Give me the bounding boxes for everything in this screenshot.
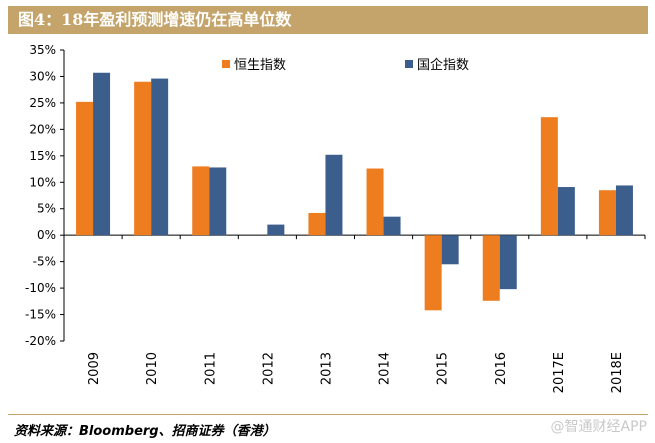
bar-hsi-2015 xyxy=(424,235,442,311)
y-tick-label: -20% xyxy=(25,334,56,348)
y-tick-label: 20% xyxy=(29,122,56,136)
x-tick-label: 2012 xyxy=(261,352,276,385)
y-tick-label: 15% xyxy=(29,149,56,163)
chart-title: 图4：18年盈利预测增速仍在高单位数 xyxy=(8,6,648,34)
y-tick-label: 10% xyxy=(29,175,56,189)
bar-hscei-2010 xyxy=(151,78,169,236)
watermark: @智通财经APP xyxy=(550,419,647,435)
bar-hsi-2016 xyxy=(482,235,500,301)
source-note: 资料来源：Bloomberg、招商证券（香港） xyxy=(14,424,276,439)
bar-hscei-2017E xyxy=(557,187,575,236)
legend: 恒生指数 国企指数 xyxy=(222,57,469,73)
bar-hscei-2012 xyxy=(267,224,285,236)
bar-hsi-2013 xyxy=(308,212,326,236)
bar-hsi-2009 xyxy=(76,101,94,236)
legend-label: 恒生指数 xyxy=(234,58,286,73)
x-tick-label: 2017E xyxy=(552,352,567,393)
x-tick-label: 2013 xyxy=(319,352,334,385)
y-tick-label: -15% xyxy=(25,308,56,322)
bar-hscei-2016 xyxy=(499,235,517,290)
x-tick-label: 2018E xyxy=(610,352,625,393)
bar-hscei-2015 xyxy=(441,235,459,265)
legend-swatch xyxy=(405,60,413,68)
bar-hsi-2017E xyxy=(540,117,558,236)
y-tick-label: 35% xyxy=(29,43,56,57)
bar-hscei-2014 xyxy=(383,216,401,236)
y-tick-label: 0% xyxy=(37,228,56,242)
x-tick-label: 2010 xyxy=(145,352,160,385)
x-tick-label: 2009 xyxy=(87,352,102,385)
x-tick-label: 2011 xyxy=(203,352,218,385)
bar-hsi-2011 xyxy=(192,166,210,236)
legend-swatch xyxy=(222,60,230,68)
bar-hsi-2010 xyxy=(134,81,152,236)
bars-layer xyxy=(76,72,633,311)
x-tick-label: 2014 xyxy=(378,352,393,385)
y-tick-label: -5% xyxy=(33,255,56,269)
bar-hscei-2013 xyxy=(325,154,343,236)
bar-hsi-2018E xyxy=(598,190,616,236)
legend-label: 国企指数 xyxy=(417,57,469,73)
y-tick-label: 5% xyxy=(37,202,56,216)
bar-hscei-2011 xyxy=(209,167,227,236)
bar-hsi-2014 xyxy=(366,168,384,236)
x-tick-label: 2015 xyxy=(436,352,451,385)
footer-divider xyxy=(8,414,648,415)
bar-hscei-2018E xyxy=(615,185,633,236)
y-tick-label: 25% xyxy=(29,96,56,110)
y-tick-label: 30% xyxy=(29,69,56,83)
x-tick-label: 2016 xyxy=(494,352,509,385)
y-tick-label: -10% xyxy=(25,281,56,295)
bar-hscei-2009 xyxy=(93,72,111,236)
